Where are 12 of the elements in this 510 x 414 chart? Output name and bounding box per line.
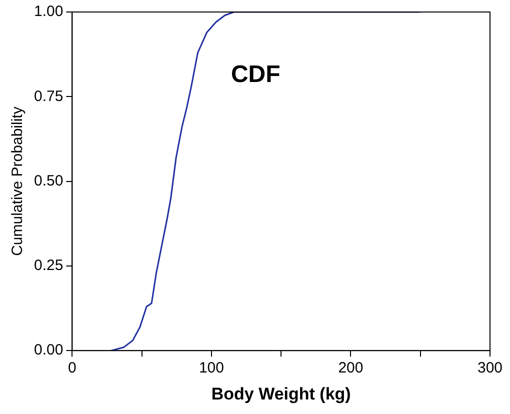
x-tick-label: 0 xyxy=(68,360,76,377)
y-tick-label: 0.25 xyxy=(34,257,64,274)
y-axis-title: Cumulative Probability xyxy=(9,106,26,256)
x-tick-label: 300 xyxy=(477,360,503,377)
y-tick-label: 0.75 xyxy=(34,88,64,105)
y-tick-label: 0.50 xyxy=(34,172,64,190)
y-tick-label: 0.00 xyxy=(34,342,64,359)
x-tick-label: 100 xyxy=(198,360,224,377)
x-tick-label: 200 xyxy=(338,360,364,377)
x-axis-title: Body Weight (kg) xyxy=(211,384,351,404)
annotation: CDF xyxy=(230,61,280,88)
y-tick-label: 1.00 xyxy=(34,3,64,20)
